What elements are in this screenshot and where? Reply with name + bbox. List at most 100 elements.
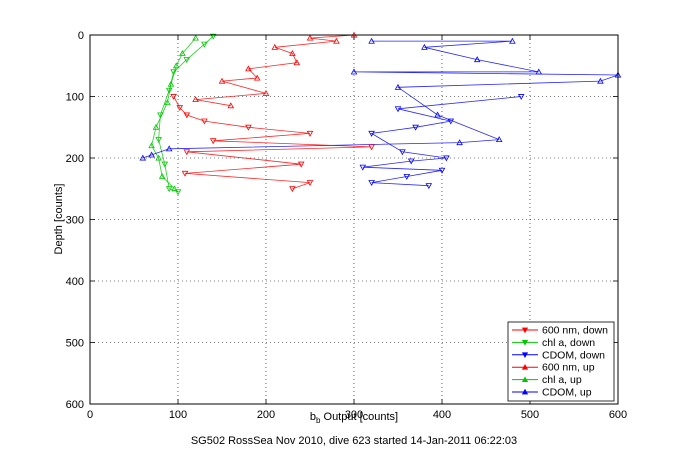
legend-entry: 600 nm, down: [542, 325, 608, 337]
legend-box: [507, 321, 615, 402]
y-tick-label: 500: [66, 338, 84, 350]
legend-entry: CDOM, down: [542, 349, 605, 361]
data-point: [333, 37, 340, 44]
data-point: [306, 130, 314, 137]
data-point: [170, 69, 177, 76]
data-point: [394, 106, 402, 113]
data-point: [535, 68, 543, 75]
legend-marker: [521, 352, 529, 359]
data-point: [171, 185, 178, 192]
data-point: [368, 144, 375, 151]
series-line: [142, 40, 619, 159]
legend-marker: [521, 388, 529, 395]
legend-marker: [521, 363, 529, 370]
data-point: [421, 43, 428, 50]
data-point: [161, 161, 169, 168]
data-point: [412, 124, 419, 131]
data-point: [158, 173, 166, 179]
data-point: [245, 65, 252, 72]
data-point: [183, 112, 191, 119]
data-point: [368, 130, 375, 137]
x-tick-label: 600: [609, 409, 627, 421]
legend-marker: [521, 376, 529, 382]
data-point: [368, 180, 375, 187]
x-tick-label: 100: [169, 409, 187, 421]
data-point: [201, 118, 208, 125]
series-line: [173, 96, 372, 190]
data-point: [155, 154, 162, 161]
data-point: [394, 83, 402, 90]
data-point: [245, 124, 252, 131]
series-line: [362, 96, 522, 187]
series-line: [195, 34, 355, 107]
data-point: [167, 80, 175, 87]
x-axis-label-subscript: b: [316, 416, 321, 425]
data-point: [176, 105, 184, 111]
y-tick-label: 600: [66, 399, 84, 411]
data-point: [399, 149, 406, 156]
data-point: [183, 57, 191, 64]
y-tick-label: 200: [66, 153, 84, 165]
data-point: [447, 118, 455, 125]
data-point: [155, 137, 162, 143]
data-point: [425, 183, 433, 190]
x-axis-label-rest: Output [counts]: [320, 411, 398, 423]
legend-marker: [521, 327, 529, 334]
data-point: [597, 77, 604, 84]
data-point: [297, 161, 305, 168]
data-point: [443, 155, 450, 162]
legend-entry: chl a, up: [542, 374, 582, 386]
data-point: [209, 33, 217, 40]
data-point: [179, 50, 186, 56]
data-point: [152, 123, 160, 130]
x-tick-label: 500: [521, 409, 539, 421]
data-point: [181, 170, 189, 177]
x-tick-label: 400: [433, 409, 451, 421]
data-point: [192, 34, 199, 41]
data-point: [170, 94, 177, 100]
x-tick-label: 0: [87, 409, 93, 421]
data-point: [172, 62, 180, 69]
data-point: [289, 186, 296, 193]
data-point: [209, 138, 217, 145]
grid-lines: [90, 35, 618, 404]
data-point: [456, 139, 463, 146]
data-point: [509, 37, 516, 44]
data-point: [218, 77, 226, 84]
data-point: [148, 151, 155, 158]
data-point: [403, 173, 411, 180]
data-point: [183, 149, 191, 156]
series-line: [158, 35, 214, 193]
data-point: [438, 167, 446, 174]
x-axis-label-main: b: [310, 411, 316, 423]
data-point: [174, 189, 182, 196]
data-point: [306, 34, 314, 41]
data-point: [271, 43, 279, 50]
y-tick-label: 300: [66, 215, 84, 227]
data-markers: [139, 31, 622, 196]
data-point: [262, 90, 270, 96]
y-tick-label: 400: [66, 276, 84, 288]
data-point: [359, 164, 367, 171]
data-point: [434, 111, 441, 118]
data-point: [165, 145, 173, 152]
plot-caption: SG502 RossSea Nov 2010, dive 623 started…: [191, 435, 517, 447]
data-point: [148, 142, 155, 149]
x-axis-label: bb Output [counts]: [310, 411, 398, 425]
data-point: [192, 96, 199, 103]
data-point: [139, 154, 147, 161]
x-tick-label: 300: [345, 409, 363, 421]
data-point: [368, 37, 375, 44]
y-tick-label: 0: [78, 30, 84, 42]
data-point: [517, 94, 525, 100]
data-point: [227, 102, 235, 109]
data-point: [201, 41, 208, 48]
legend-marker: [521, 340, 529, 346]
data-point: [165, 186, 173, 193]
data-point: [306, 180, 314, 187]
y-axis-label: Depth [counts]: [53, 184, 65, 255]
data-point: [289, 50, 296, 56]
